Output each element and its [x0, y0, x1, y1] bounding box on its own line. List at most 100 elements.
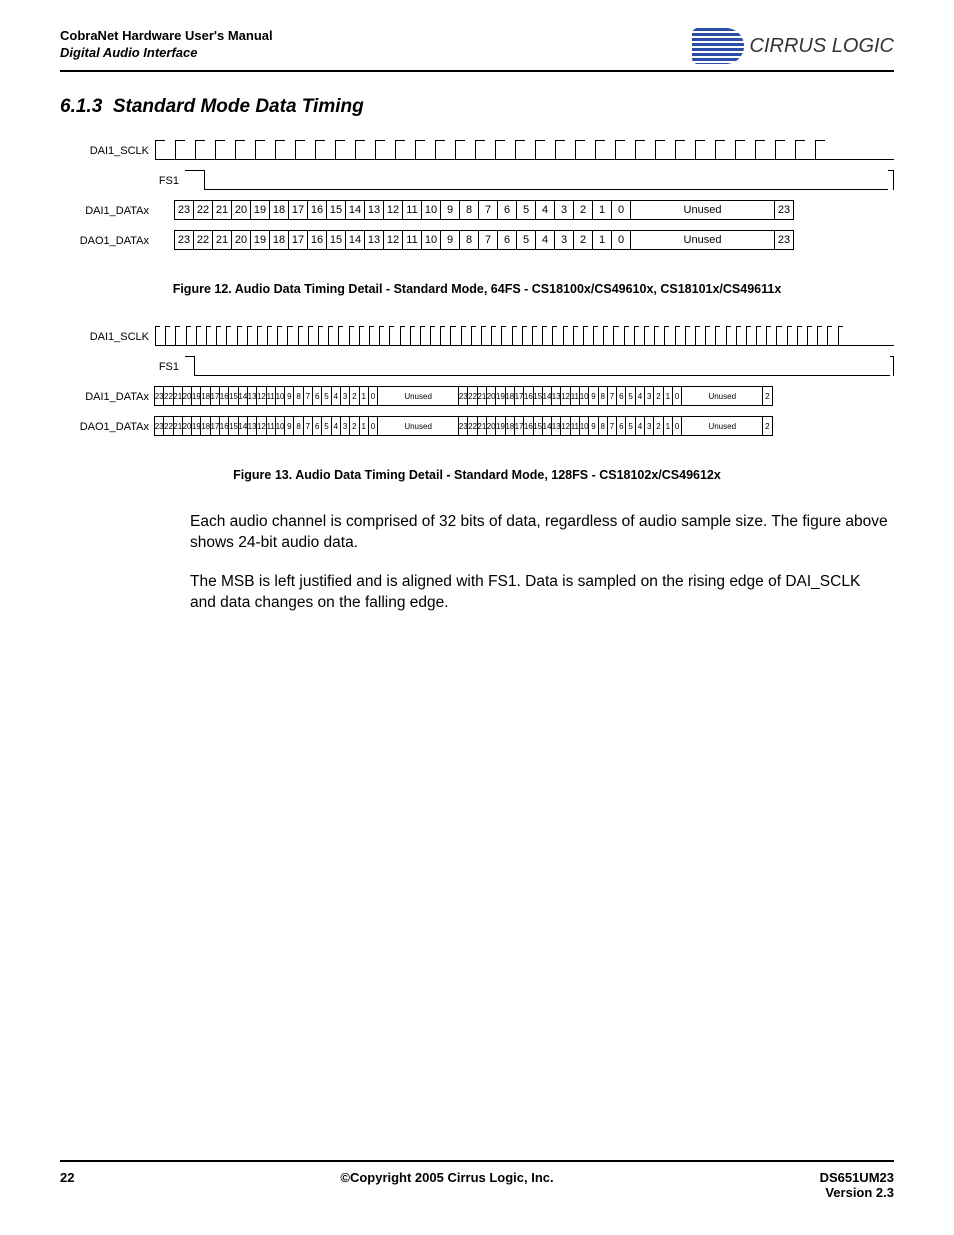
fig13-dao-label: DAO1_DATAx — [60, 421, 155, 433]
bit-cell: 12 — [383, 230, 403, 250]
bit-cell: 0 — [611, 230, 631, 250]
bit-cell: 5 — [516, 230, 536, 250]
bit-cell: 2 — [573, 200, 593, 220]
manual-title: CobraNet Hardware User's Manual — [60, 28, 273, 43]
bit-cell: 12 — [383, 200, 403, 220]
bit-cell: 23 — [174, 230, 194, 250]
unused-cell: Unused — [630, 200, 775, 220]
unused-cell: Unused — [681, 386, 763, 406]
page-footer: 22 ©Copyright 2005 Cirrus Logic, Inc. DS… — [60, 1160, 894, 1200]
bit-cell: 8 — [459, 230, 479, 250]
body-paragraph-1: Each audio channel is comprised of 32 bi… — [60, 512, 894, 554]
page: CobraNet Hardware User's Manual Digital … — [0, 0, 954, 1235]
fig13-fs-wave — [185, 356, 894, 378]
bit-cell: 3 — [554, 200, 574, 220]
bit-cell: 11 — [402, 200, 422, 220]
bit-cell: 18 — [269, 230, 289, 250]
bit-cell: 7 — [478, 230, 498, 250]
bit-cell: 22 — [193, 230, 213, 250]
fig12-fs-label: FS1 — [60, 175, 185, 187]
bit-cell: 18 — [269, 200, 289, 220]
bit-cell: 17 — [288, 200, 308, 220]
fig12-dai-label: DAI1_DATAx — [60, 205, 155, 217]
fig12-sclk-row: DAI1_SCLK — [60, 140, 894, 162]
bit-cell: 13 — [364, 200, 384, 220]
figure-13-caption: Figure 13. Audio Data Timing Detail - St… — [60, 468, 894, 482]
bit-cell: 23 — [774, 230, 794, 250]
bit-cell: 0 — [611, 200, 631, 220]
cirrus-logo-icon — [692, 28, 744, 64]
chapter-title: Digital Audio Interface — [60, 45, 273, 60]
doc-id-block: DS651UM23 Version 2.3 — [820, 1170, 894, 1200]
bit-cell: 6 — [497, 200, 517, 220]
bit-cell: 16 — [307, 200, 327, 220]
fig12-fs-wave — [185, 170, 894, 192]
header-text: CobraNet Hardware User's Manual Digital … — [60, 28, 273, 60]
bit-cell: 2 — [573, 230, 593, 250]
bit-cell: 10 — [421, 230, 441, 250]
fig12-sclk-wave — [155, 140, 894, 162]
copyright: ©Copyright 2005 Cirrus Logic, Inc. — [74, 1170, 819, 1200]
fig13-fs-label: FS1 — [60, 361, 185, 373]
figure-12-caption: Figure 12. Audio Data Timing Detail - St… — [60, 282, 894, 296]
unused-cell: Unused — [377, 416, 459, 436]
fig12-dao-row: DAO1_DATAx 23222120191817161514131211109… — [60, 230, 894, 252]
unused-cell: Unused — [681, 416, 763, 436]
bit-cell: 9 — [440, 230, 460, 250]
bit-cell: 8 — [459, 200, 479, 220]
figure-13-timing-128fs: DAI1_SCLK FS1 DAI1_DATAx 232221201918171… — [60, 326, 894, 446]
fig12-dao-label: DAO1_DATAx — [60, 235, 155, 247]
bit-cell: 15 — [326, 230, 346, 250]
bit-cell: 19 — [250, 200, 270, 220]
fig12-sclk-label: DAI1_SCLK — [60, 145, 155, 157]
page-header: CobraNet Hardware User's Manual Digital … — [60, 28, 894, 72]
bit-cell: 20 — [231, 230, 251, 250]
fig12-dao-data: 23222120191817161514131211109876543210Un… — [155, 230, 894, 252]
fig13-sclk-label: DAI1_SCLK — [60, 331, 155, 343]
fig12-dai-data: 23222120191817161514131211109876543210Un… — [155, 200, 894, 222]
fig13-dai-data: 23222120191817161514131211109876543210Un… — [155, 386, 894, 408]
bit-cell: 14 — [345, 230, 365, 250]
bit-cell: 4 — [535, 200, 555, 220]
bit-cell: 11 — [402, 230, 422, 250]
body-paragraph-2: The MSB is left justified and is aligned… — [60, 572, 894, 614]
bit-cell: 16 — [307, 230, 327, 250]
bit-cell: 13 — [364, 230, 384, 250]
bit-cell: 23 — [774, 200, 794, 220]
bit-cell: 1 — [592, 230, 612, 250]
bit-cell: 20 — [231, 200, 251, 220]
fig13-sclk-row: DAI1_SCLK — [60, 326, 894, 348]
section-number: 6.1.3 — [60, 96, 102, 117]
unused-cell: Unused — [630, 230, 775, 250]
cirrus-logo-text: CIRRUS LOGIC — [750, 35, 894, 58]
bit-cell: 14 — [345, 200, 365, 220]
fig13-dai-row: DAI1_DATAx 23222120191817161514131211109… — [60, 386, 894, 408]
cirrus-logo: CIRRUS LOGIC — [692, 28, 894, 64]
bit-cell: 21 — [212, 200, 232, 220]
doc-version: Version 2.3 — [820, 1185, 894, 1200]
bit-cell: 15 — [326, 200, 346, 220]
bit-cell: 23 — [174, 200, 194, 220]
bit-cell: 19 — [250, 230, 270, 250]
bit-cell: 6 — [497, 230, 517, 250]
fig12-fs-row: FS1 — [60, 170, 894, 192]
fig13-dao-row: DAO1_DATAx 23222120191817161514131211109… — [60, 416, 894, 438]
doc-id: DS651UM23 — [820, 1170, 894, 1185]
page-number: 22 — [60, 1170, 74, 1200]
bit-cell: 2 — [762, 416, 772, 436]
section-title-text: Standard Mode Data Timing — [113, 96, 364, 117]
bit-cell: 17 — [288, 230, 308, 250]
bit-cell: 21 — [212, 230, 232, 250]
figure-12-timing-64fs: DAI1_SCLK FS1 DAI1_DATAx 232221201918171… — [60, 140, 894, 260]
fig13-dai-label: DAI1_DATAx — [60, 391, 155, 403]
bit-cell: 7 — [478, 200, 498, 220]
bit-cell: 5 — [516, 200, 536, 220]
bit-cell: 10 — [421, 200, 441, 220]
bit-cell: 1 — [592, 200, 612, 220]
fig13-dao-data: 23222120191817161514131211109876543210Un… — [155, 416, 894, 438]
fig12-dai-row: DAI1_DATAx 23222120191817161514131211109… — [60, 200, 894, 222]
bit-cell: 3 — [554, 230, 574, 250]
fig13-sclk-wave — [155, 326, 894, 348]
bit-cell: 2 — [762, 386, 772, 406]
section-heading: 6.1.3 Standard Mode Data Timing — [60, 96, 894, 118]
